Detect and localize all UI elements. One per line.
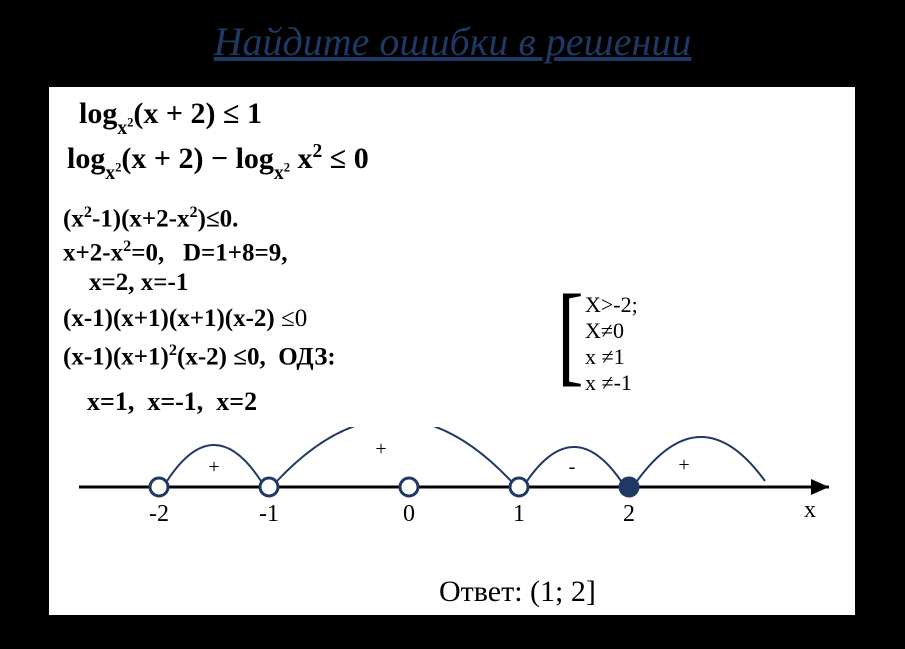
axis-tick-label: 2 bbox=[623, 501, 635, 527]
axis-point bbox=[620, 478, 638, 496]
answer-text: Ответ: (1; 2] bbox=[439, 575, 596, 609]
slide: Найдите ошибки в решении logx2(x + 2) ≤ … bbox=[0, 0, 905, 649]
odz-line-1: X>-2; bbox=[585, 292, 638, 318]
step-line-3: (x2-1)(x+2-x2)≤0. bbox=[63, 203, 238, 233]
axis-tick-label: -1 bbox=[259, 501, 279, 527]
sign-arc bbox=[637, 437, 765, 481]
sign-arc bbox=[277, 427, 511, 481]
axis-var-label: x bbox=[804, 497, 816, 523]
axis-point bbox=[510, 478, 528, 496]
number-line-diagram: + + - + -2 -1 0 1 2 x bbox=[69, 427, 849, 547]
axis-tick-label: 1 bbox=[513, 501, 525, 527]
odz-brace: [ bbox=[557, 279, 584, 391]
odz-line-4: x ≠-1 bbox=[585, 370, 638, 396]
axis-point bbox=[400, 478, 418, 496]
step-line-5: (x-1)(x+1)(x+1)(x-2) ≤0 bbox=[63, 305, 307, 333]
slide-title: Найдите ошибки в решении bbox=[0, 18, 905, 65]
roots: x=1, x=-1, x=2 bbox=[87, 387, 257, 417]
content-panel: logx2(x + 2) ≤ 1 logx2(x + 2) − logx2 x2… bbox=[48, 86, 856, 616]
sign-label: + bbox=[208, 456, 219, 478]
sign-label: + bbox=[375, 438, 386, 460]
axis-point bbox=[260, 478, 278, 496]
equation-1: logx2(x + 2) ≤ 1 bbox=[79, 97, 262, 136]
axis-tick-label: -2 bbox=[149, 501, 169, 527]
equation-2: logx2(x + 2) − logx2 x2 ≤ 0 bbox=[67, 141, 369, 181]
axis-tick-label: 0 bbox=[403, 501, 415, 527]
odz-line-2: X≠0 bbox=[585, 318, 638, 344]
odz-constraints: X>-2; X≠0 x ≠1 x ≠-1 bbox=[585, 292, 638, 396]
step-line-4: x+2-x2=0, D=1+8=9, bbox=[63, 237, 288, 267]
step-line-4b: x=2, x=-1 bbox=[89, 269, 188, 297]
axis-point bbox=[150, 478, 168, 496]
odz-line-3: x ≠1 bbox=[585, 344, 638, 370]
sign-label: - bbox=[569, 456, 576, 478]
sign-label: + bbox=[678, 454, 689, 476]
axis-arrowhead bbox=[811, 479, 829, 495]
step-line-6: (x-1)(x+1)2(x-2) ≤0, ОДЗ: bbox=[63, 341, 336, 371]
